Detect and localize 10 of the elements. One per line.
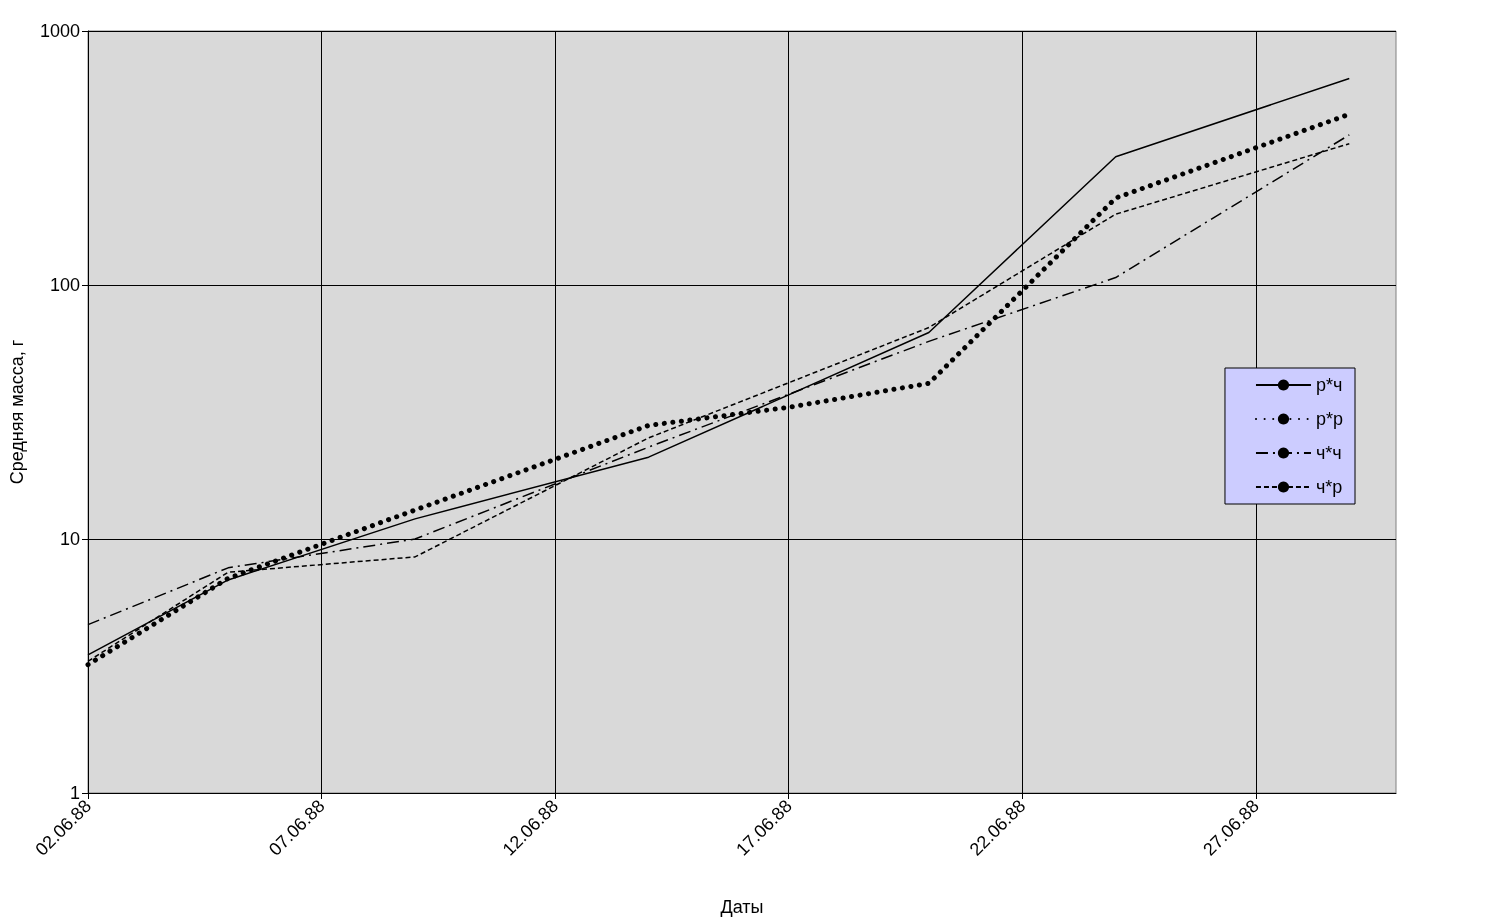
y-tick-label: 10 — [59, 529, 80, 549]
legend-label: ч*ч — [1315, 443, 1342, 463]
y-tick-label: 1000 — [39, 21, 80, 41]
x-axis-title: Даты — [720, 897, 764, 917]
y-tick-label: 100 — [49, 275, 80, 295]
legend-label: р*ч — [1315, 375, 1343, 395]
y-tick-label: 1 — [69, 783, 80, 803]
legend-label: р*р — [1315, 409, 1343, 429]
legend-label: ч*р — [1315, 477, 1343, 497]
y-axis-title: Средняя масса, г — [7, 339, 27, 485]
